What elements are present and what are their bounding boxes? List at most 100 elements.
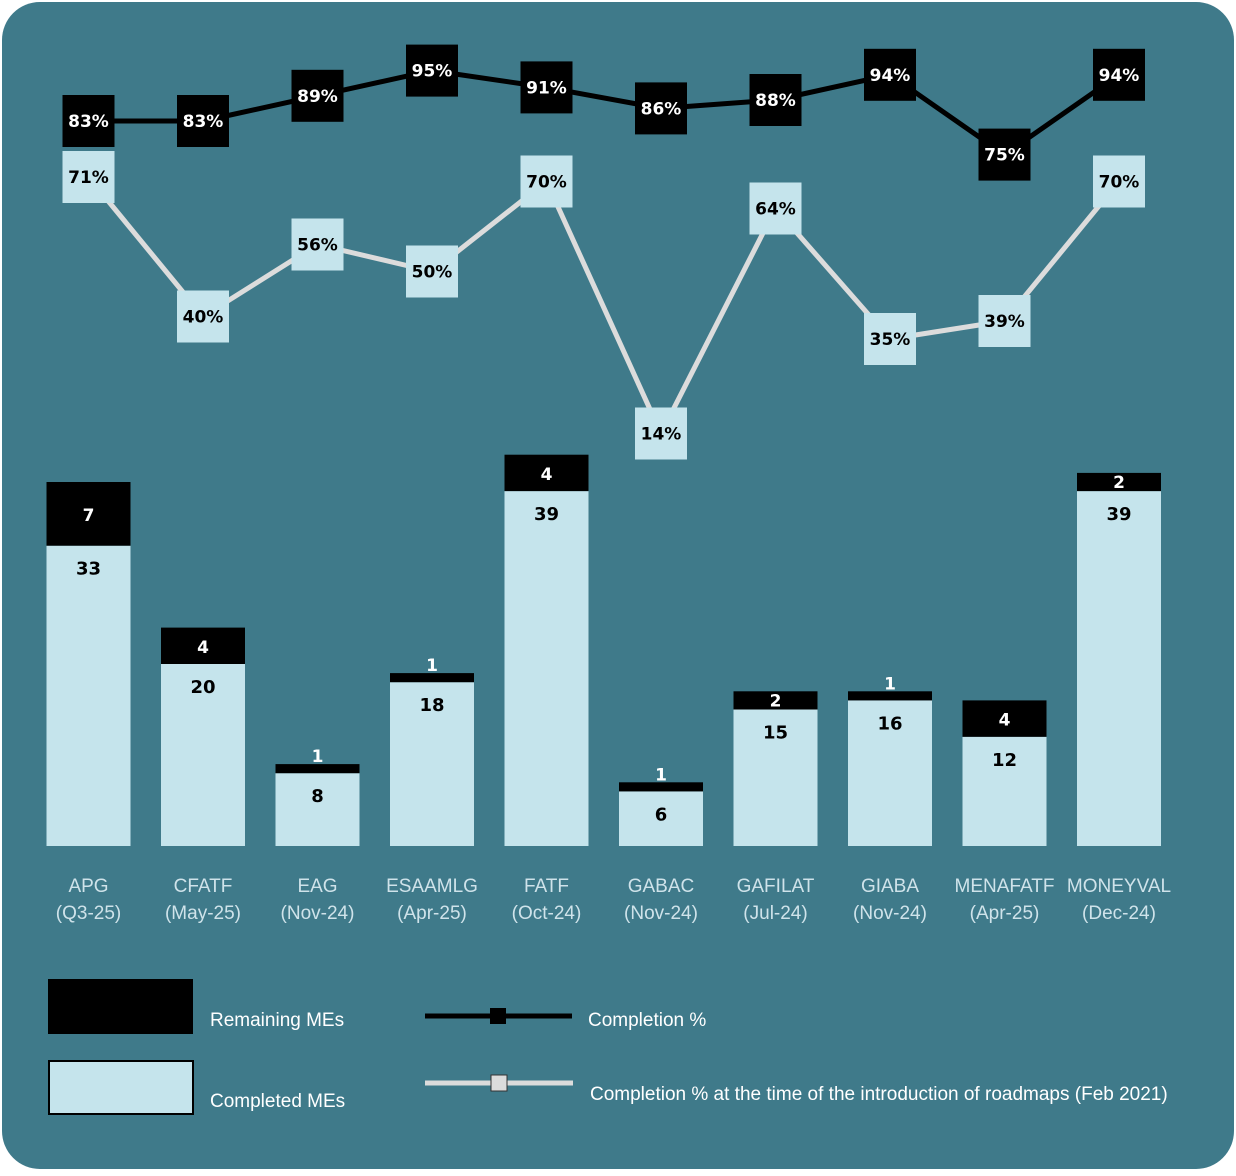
legend: Remaining MEs Completed MEs Completion %… [48, 979, 1168, 1115]
baseline-label-menafatf: 39% [984, 312, 1025, 332]
tick-date-cfatf: (May-25) [165, 903, 241, 924]
legend-completion-label: Completion % [588, 1010, 706, 1031]
lines-layer: 71% 40% 56% 50% 70% 14% 64% 35% 39% 70% 83% 83% 89% 9… [62, 44, 1145, 460]
bar-completed-gafilat [733, 709, 818, 846]
completion-point-gafilat [749, 74, 802, 126]
completion-label-moneyval: 94% [1099, 66, 1140, 86]
tick-label-cfatf: CFATF [174, 876, 233, 897]
line-baseline [86, 175, 1121, 436]
bar-remaining-apg [46, 482, 131, 546]
label-completed-moneyval: 39 [1106, 504, 1131, 525]
completion-point-cfatf [177, 95, 229, 147]
tick-date-giaba: (Nov-24) [853, 903, 927, 924]
bar-remaining-esaamlg [390, 673, 474, 683]
tick-label-fatf: FATF [524, 876, 569, 897]
tick-label-giaba: GIABA [861, 876, 919, 897]
legend-completion-marker [490, 1008, 506, 1024]
baseline-point-eag [291, 218, 344, 271]
baseline-point-menafatf [978, 295, 1031, 347]
completion-point-esaamlg [406, 44, 458, 97]
baseline-label-giaba: 35% [870, 330, 911, 350]
completion-point-eag [291, 69, 344, 122]
completion-label-esaamlg: 95% [412, 62, 453, 82]
baseline-point-moneyval [1093, 155, 1145, 208]
baseline-label-eag: 56% [297, 236, 338, 256]
baseline-point-giaba [864, 313, 916, 365]
baseline-label-gafilat: 64% [755, 200, 796, 220]
bar-completed-cfatf [161, 664, 245, 846]
label-remaining-eag: 1 [312, 747, 324, 767]
label-completed-menafatf: 12 [992, 750, 1017, 771]
label-completed-eag: 8 [311, 786, 324, 807]
legend-completed-label: Completed MEs [210, 1091, 345, 1112]
baseline-point-gabac [635, 407, 687, 460]
tick-date-moneyval: (Dec-24) [1082, 903, 1156, 924]
baseline-label-esaamlg: 50% [412, 263, 453, 283]
label-remaining-gafilat: 2 [770, 691, 782, 711]
baseline-label-gabac: 14% [641, 425, 682, 445]
legend-remaining-swatch [48, 979, 193, 1034]
tick-date-menafatf: (Apr-25) [970, 903, 1040, 924]
bar-completed-giaba [848, 700, 932, 846]
completion-label-gabac: 86% [641, 99, 682, 119]
tick-date-esaamlg: (Apr-25) [397, 903, 467, 924]
tick-date-apg: (Q3-25) [56, 903, 121, 924]
baseline-point-esaamlg [406, 245, 458, 298]
bar-completed-fatf [504, 491, 589, 846]
bar-completed-moneyval [1077, 491, 1161, 846]
label-remaining-gabac: 1 [655, 765, 667, 785]
bar-remaining-giaba [848, 691, 932, 701]
completion-label-menafatf: 75% [984, 146, 1025, 166]
label-remaining-giaba: 1 [884, 674, 896, 694]
bar-completed-gabac [619, 791, 703, 846]
label-completed-gafilat: 15 [763, 723, 788, 744]
bar-remaining-menafatf [962, 700, 1047, 737]
bar-remaining-fatf [504, 454, 589, 492]
completion-label-apg: 83% [68, 112, 109, 132]
completion-label-giaba: 94% [870, 66, 911, 86]
baseline-point-apg [62, 151, 115, 203]
label-completed-fatf: 39 [534, 504, 559, 525]
label-remaining-menafatf: 4 [999, 711, 1011, 731]
completion-label-gafilat: 88% [755, 91, 796, 111]
bar-completed-menafatf [962, 736, 1047, 846]
tick-date-fatf: (Oct-24) [512, 903, 582, 924]
bar-remaining-moneyval [1077, 472, 1161, 492]
tick-label-moneyval: MONEYVAL [1067, 876, 1171, 897]
label-completed-apg: 33 [76, 559, 101, 580]
tick-date-eag: (Nov-24) [281, 903, 355, 924]
tick-label-gafilat: GAFILAT [737, 876, 815, 897]
tick-date-gafilat: (Jul-24) [743, 903, 807, 924]
label-remaining-esaamlg: 1 [426, 656, 438, 676]
label-completed-giaba: 16 [877, 713, 902, 734]
bar-remaining-eag [275, 764, 360, 774]
label-remaining-moneyval: 2 [1113, 473, 1125, 493]
bars-layer: 33 7 20 4 8 1 18 1 39 4 6 1 15 2 16 1 12 4 39 2 [46, 454, 1161, 846]
line-completion [88, 68, 1121, 158]
completion-point-menafatf [978, 128, 1031, 181]
completion-point-giaba [864, 48, 916, 101]
completion-point-apg [62, 95, 115, 147]
category-axis: APG (Q3-25) CFATF (May-25) EAG (Nov-24) ESAAML… [56, 876, 1171, 924]
tick-label-gabac: GABAC [628, 876, 695, 897]
baseline-point-fatf [520, 155, 573, 208]
label-remaining-fatf: 4 [541, 465, 553, 485]
legend-remaining-label: Remaining MEs [210, 1010, 344, 1031]
bar-completed-apg [46, 545, 131, 846]
label-completed-cfatf: 20 [190, 677, 215, 698]
bar-remaining-gabac [619, 782, 703, 792]
baseline-label-moneyval: 70% [1099, 173, 1140, 193]
baseline-label-apg: 71% [68, 168, 109, 188]
tick-label-eag: EAG [297, 876, 337, 897]
completion-label-eag: 89% [297, 87, 338, 107]
bar-completed-esaamlg [390, 682, 474, 846]
label-completed-gabac: 6 [655, 804, 668, 825]
baseline-point-cfatf [177, 290, 229, 343]
tick-date-gabac: (Nov-24) [624, 903, 698, 924]
legend-completed-swatch [48, 1060, 194, 1115]
bar-remaining-gafilat [733, 691, 818, 710]
label-remaining-cfatf: 4 [197, 638, 209, 658]
baseline-point-gafilat [749, 182, 802, 235]
